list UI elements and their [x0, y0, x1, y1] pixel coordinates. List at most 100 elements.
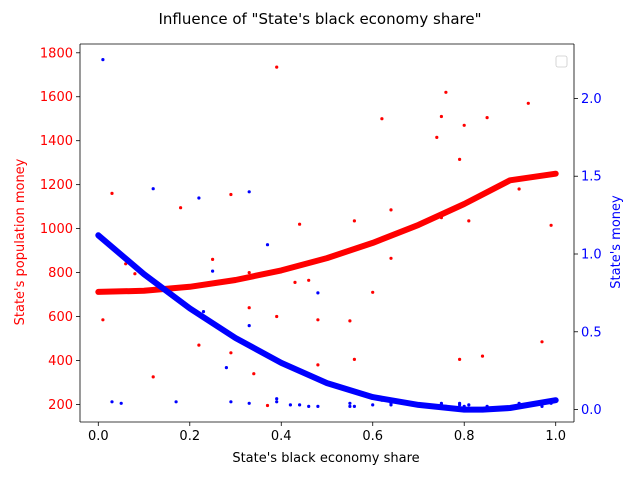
y-left-tick-label-0: 200 — [48, 398, 73, 413]
y-right-tick-label-2: 1.0 — [581, 248, 602, 263]
y-left-tick-label-7: 1600 — [40, 90, 73, 105]
right-data-point-22 — [348, 404, 352, 408]
right-data-point-15 — [275, 400, 279, 404]
y-right-tick-label-0: 0.0 — [581, 403, 602, 418]
x-tick-label-4: 0.8 — [454, 429, 475, 444]
left-data-point-15 — [275, 65, 279, 69]
left-data-point-3 — [133, 272, 137, 276]
right-data-point-24 — [352, 404, 356, 408]
left-data-point-30 — [439, 114, 443, 119]
left-data-point-9 — [229, 192, 233, 197]
left-data-point-4 — [151, 375, 155, 379]
x-tick-label-3: 0.6 — [362, 429, 383, 444]
right-data-point-21 — [316, 404, 320, 408]
right-data-point-33 — [458, 401, 462, 405]
x-tick-label-0: 0.0 — [88, 429, 109, 444]
left-data-point-38 — [517, 187, 521, 191]
y-left-tick-label-3: 800 — [48, 266, 73, 281]
left-data-point-16 — [293, 280, 297, 284]
right-data-point-14 — [265, 243, 270, 247]
left-data-point-0 — [101, 318, 105, 322]
right-data-point-5 — [174, 400, 178, 404]
left-data-point-23 — [352, 357, 356, 361]
right-data-point-23 — [348, 401, 352, 405]
x-tick-label-5: 1.0 — [545, 429, 566, 444]
legend — [555, 55, 568, 68]
left-data-point-24 — [371, 290, 375, 294]
x-tick-label-2: 0.4 — [271, 429, 292, 444]
left-data-point-5 — [179, 206, 183, 210]
left-data-point-21 — [348, 319, 352, 323]
left-data-point-22 — [352, 219, 356, 223]
left-data-point-8 — [229, 351, 233, 355]
right-axis-marks — [95, 58, 559, 413]
left-data-point-32 — [458, 157, 462, 161]
right-data-point-12 — [247, 401, 251, 405]
right-data-point-18 — [298, 403, 302, 407]
left-data-point-7 — [211, 257, 215, 261]
plot-background — [80, 44, 574, 422]
left-data-point-34 — [462, 123, 466, 127]
right-data-point-9 — [224, 366, 228, 370]
left-data-point-35 — [467, 219, 471, 223]
y-right-tick-label-1: 0.5 — [581, 325, 602, 340]
y-left-tick-label-4: 1000 — [40, 222, 73, 237]
left-data-point-10 — [247, 271, 251, 275]
right-data-point-4 — [151, 187, 155, 191]
right-data-point-19 — [307, 404, 311, 408]
y-left-tick-label-5: 1200 — [40, 178, 73, 193]
right-data-point-0 — [101, 58, 105, 62]
left-data-point-33 — [458, 357, 462, 361]
y-axis-right-label: State's money — [609, 195, 624, 289]
left-data-point-40 — [540, 340, 544, 344]
right-data-point-28 — [389, 403, 393, 407]
left-data-point-6 — [197, 343, 201, 347]
right-data-point-1 — [110, 400, 114, 404]
right-data-point-13 — [247, 190, 251, 194]
right-data-point-16 — [275, 397, 279, 401]
right-data-point-17 — [288, 403, 292, 407]
left-data-point-27 — [389, 208, 393, 212]
right-data-point-20 — [316, 291, 320, 295]
x-axis-label: State's black economy share — [232, 451, 419, 466]
left-axis-marks — [95, 65, 559, 408]
right-data-point-8 — [211, 269, 215, 273]
left-data-point-31 — [444, 90, 448, 94]
y-left-tick-label-1: 400 — [48, 354, 73, 369]
left-data-point-13 — [265, 403, 270, 408]
left-data-point-20 — [316, 363, 320, 367]
y-left-tick-label-6: 1400 — [40, 134, 73, 149]
left-data-point-26 — [389, 256, 393, 260]
left-data-point-37 — [485, 116, 489, 120]
left-data-point-41 — [549, 223, 553, 227]
y-axis-left-label: State's population money — [13, 158, 28, 325]
left-data-point-14 — [275, 314, 279, 319]
left-data-point-11 — [247, 306, 251, 310]
legend-box — [555, 55, 568, 68]
right-data-point-7 — [201, 310, 206, 314]
left-trend-line — [95, 170, 559, 295]
left-data-point-36 — [480, 354, 485, 358]
left-data-point-25 — [380, 117, 384, 121]
right-data-point-25 — [371, 403, 375, 407]
axes: 0.0 0.2 0.4 0.6 0.8 1.0 200 400 600 800 1000 1200 14… — [40, 43, 602, 444]
right-data-point-10 — [229, 400, 233, 404]
right-data-point-11 — [247, 324, 251, 328]
left-data-point-12 — [252, 372, 256, 376]
left-data-point-1 — [110, 191, 114, 195]
left-data-point-28 — [435, 135, 439, 139]
left-data-point-39 — [526, 101, 530, 105]
x-tick-label-1: 0.2 — [179, 429, 200, 444]
left-data-point-19 — [316, 318, 320, 322]
right-data-point-6 — [197, 196, 201, 200]
y-left-tick-label-8: 1800 — [40, 46, 73, 61]
left-data-point-18 — [307, 278, 311, 282]
y-left-tick-label-2: 600 — [48, 310, 73, 325]
y-right-tick-label-3: 1.5 — [581, 170, 602, 185]
plot-area — [80, 44, 574, 422]
chart-title: Influence of "State's black economy shar… — [158, 10, 481, 28]
right-trend-line — [95, 232, 559, 413]
right-data-point-2 — [119, 401, 123, 405]
